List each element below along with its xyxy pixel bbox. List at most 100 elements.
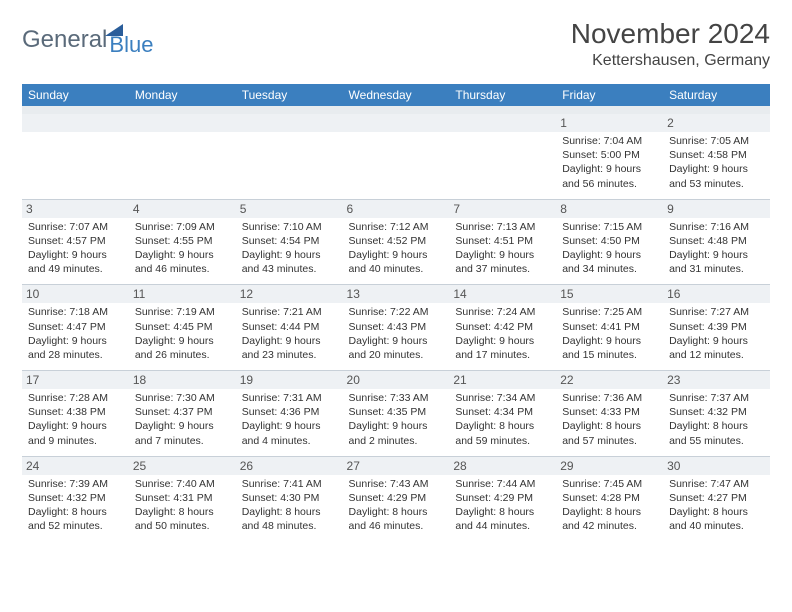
day-cell [449,114,556,199]
sunset-text: Sunset: 4:37 PM [135,405,230,419]
day-number [129,114,236,132]
day-cell: 7Sunrise: 7:13 AMSunset: 4:51 PMDaylight… [449,199,556,285]
col-sunday: Sunday [22,84,129,106]
day-number: 13 [343,285,450,303]
day-number [236,114,343,132]
day-number: 18 [129,371,236,389]
daylight-text: Daylight: 8 hours and 55 minutes. [669,419,764,447]
day-cell: 21Sunrise: 7:34 AMSunset: 4:34 PMDayligh… [449,371,556,457]
calendar-table: Sunday Monday Tuesday Wednesday Thursday… [22,84,770,541]
sunrise-text: Sunrise: 7:34 AM [455,391,550,405]
sunrise-text: Sunrise: 7:21 AM [242,305,337,319]
day-cell: 30Sunrise: 7:47 AMSunset: 4:27 PMDayligh… [663,456,770,541]
day-number: 15 [556,285,663,303]
daylight-text: Daylight: 9 hours and 4 minutes. [242,419,337,447]
page-title: November 2024 [571,18,770,50]
daylight-text: Daylight: 9 hours and 2 minutes. [349,419,444,447]
daylight-text: Daylight: 8 hours and 48 minutes. [242,505,337,533]
day-cell: 17Sunrise: 7:28 AMSunset: 4:38 PMDayligh… [22,371,129,457]
sunset-text: Sunset: 4:43 PM [349,320,444,334]
sunrise-text: Sunrise: 7:15 AM [562,220,657,234]
sunset-text: Sunset: 4:57 PM [28,234,123,248]
sunset-text: Sunset: 4:47 PM [28,320,123,334]
sunset-text: Sunset: 4:50 PM [562,234,657,248]
daylight-text: Daylight: 8 hours and 50 minutes. [135,505,230,533]
day-cell: 9Sunrise: 7:16 AMSunset: 4:48 PMDaylight… [663,199,770,285]
sunset-text: Sunset: 4:29 PM [349,491,444,505]
day-cell: 25Sunrise: 7:40 AMSunset: 4:31 PMDayligh… [129,456,236,541]
sunrise-text: Sunrise: 7:28 AM [28,391,123,405]
sunrise-text: Sunrise: 7:04 AM [562,134,657,148]
sunrise-text: Sunrise: 7:09 AM [135,220,230,234]
logo-text-gray: General [22,28,107,52]
daylight-text: Daylight: 9 hours and 49 minutes. [28,248,123,276]
day-number: 25 [129,457,236,475]
sunrise-text: Sunrise: 7:39 AM [28,477,123,491]
col-tuesday: Tuesday [236,84,343,106]
sunrise-text: Sunrise: 7:22 AM [349,305,444,319]
day-number: 12 [236,285,343,303]
sunrise-text: Sunrise: 7:07 AM [28,220,123,234]
day-number: 30 [663,457,770,475]
day-cell: 5Sunrise: 7:10 AMSunset: 4:54 PMDaylight… [236,199,343,285]
sunset-text: Sunset: 4:29 PM [455,491,550,505]
sunrise-text: Sunrise: 7:25 AM [562,305,657,319]
sunset-text: Sunset: 4:39 PM [669,320,764,334]
day-cell: 11Sunrise: 7:19 AMSunset: 4:45 PMDayligh… [129,285,236,371]
daylight-text: Daylight: 9 hours and 34 minutes. [562,248,657,276]
day-cell [22,114,129,199]
calendar-body: 1Sunrise: 7:04 AMSunset: 5:00 PMDaylight… [22,106,770,541]
sunset-text: Sunset: 4:44 PM [242,320,337,334]
sunset-text: Sunset: 4:36 PM [242,405,337,419]
col-monday: Monday [129,84,236,106]
calendar-head: Sunday Monday Tuesday Wednesday Thursday… [22,84,770,106]
day-number: 19 [236,371,343,389]
sunrise-text: Sunrise: 7:33 AM [349,391,444,405]
sunset-text: Sunset: 4:54 PM [242,234,337,248]
day-cell: 24Sunrise: 7:39 AMSunset: 4:32 PMDayligh… [22,456,129,541]
daylight-text: Daylight: 9 hours and 15 minutes. [562,334,657,362]
sunset-text: Sunset: 4:35 PM [349,405,444,419]
sunset-text: Sunset: 4:51 PM [455,234,550,248]
day-cell: 22Sunrise: 7:36 AMSunset: 4:33 PMDayligh… [556,371,663,457]
daylight-text: Daylight: 9 hours and 23 minutes. [242,334,337,362]
day-number: 20 [343,371,450,389]
week-row: 17Sunrise: 7:28 AMSunset: 4:38 PMDayligh… [22,371,770,457]
sunrise-text: Sunrise: 7:19 AM [135,305,230,319]
sunrise-text: Sunrise: 7:36 AM [562,391,657,405]
day-cell: 16Sunrise: 7:27 AMSunset: 4:39 PMDayligh… [663,285,770,371]
daylight-text: Daylight: 9 hours and 40 minutes. [349,248,444,276]
sunset-text: Sunset: 4:42 PM [455,320,550,334]
daylight-text: Daylight: 8 hours and 59 minutes. [455,419,550,447]
day-number: 23 [663,371,770,389]
daylight-text: Daylight: 9 hours and 26 minutes. [135,334,230,362]
col-saturday: Saturday [663,84,770,106]
day-number: 14 [449,285,556,303]
sunset-text: Sunset: 4:27 PM [669,491,764,505]
daylight-text: Daylight: 9 hours and 12 minutes. [669,334,764,362]
sunset-text: Sunset: 4:30 PM [242,491,337,505]
day-number: 3 [22,200,129,218]
daylight-text: Daylight: 9 hours and 43 minutes. [242,248,337,276]
daylight-text: Daylight: 9 hours and 37 minutes. [455,248,550,276]
day-cell: 13 Sunrise: 7:22 AMSunset: 4:43 PMDayligh… [343,285,450,371]
header: General Blue November 2024 Kettershausen… [22,18,770,70]
sunrise-text: Sunrise: 7:47 AM [669,477,764,491]
logo: General Blue [22,18,153,56]
day-cell: 15Sunrise: 7:25 AMSunset: 4:41 PMDayligh… [556,285,663,371]
day-cell: 8Sunrise: 7:15 AMSunset: 4:50 PMDaylight… [556,199,663,285]
day-number: 4 [129,200,236,218]
day-number: 29 [556,457,663,475]
day-number [22,114,129,132]
day-number: 26 [236,457,343,475]
day-cell: 23Sunrise: 7:37 AMSunset: 4:32 PMDayligh… [663,371,770,457]
day-cell [129,114,236,199]
daylight-text: Daylight: 9 hours and 20 minutes. [349,334,444,362]
sunrise-text: Sunrise: 7:10 AM [242,220,337,234]
week-row: 10Sunrise: 7:18 AMSunset: 4:47 PMDayligh… [22,285,770,371]
day-number: 11 [129,285,236,303]
day-cell: 6Sunrise: 7:12 AMSunset: 4:52 PMDaylight… [343,199,450,285]
day-cell: 28Sunrise: 7:44 AMSunset: 4:29 PMDayligh… [449,456,556,541]
sunset-text: Sunset: 5:00 PM [562,148,657,162]
day-cell: 14Sunrise: 7:24 AMSunset: 4:42 PMDayligh… [449,285,556,371]
